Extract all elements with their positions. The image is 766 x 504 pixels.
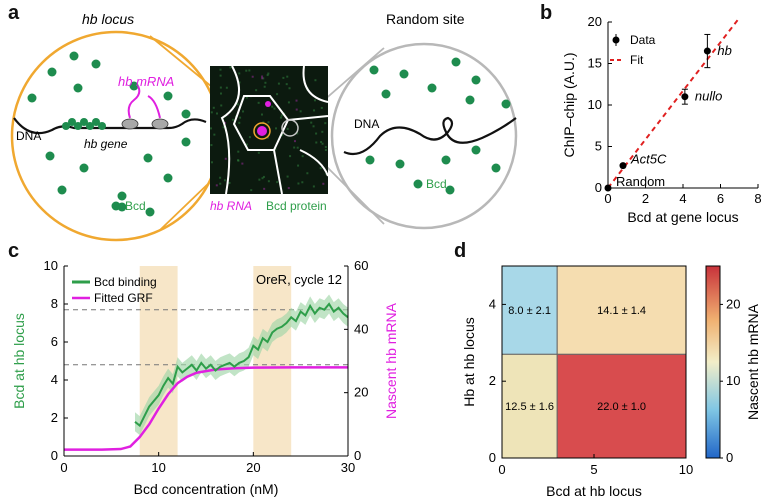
y-tick-label-b: 5 bbox=[595, 139, 602, 154]
data-point-random bbox=[604, 184, 612, 192]
x-axis-label-c: Bcd concentration (nM) bbox=[134, 481, 279, 497]
heatmap-cell bbox=[556, 265, 687, 355]
x-tick-label-d: 5 bbox=[590, 462, 597, 477]
heatmap-cell-label: 22.0 ± 1.0 bbox=[597, 401, 646, 413]
y-tick-label-right-c: 20 bbox=[354, 385, 368, 400]
bcd-legend-dot bbox=[111, 201, 121, 211]
heatmap-cell-label: 12.5 ± 1.6 bbox=[505, 401, 554, 413]
data-point-act5c bbox=[619, 162, 627, 170]
x-tick-label-b: 6 bbox=[717, 191, 724, 206]
data-point-nullo bbox=[681, 93, 689, 101]
panel-letter-d: d bbox=[454, 240, 467, 262]
point-label-random: Random bbox=[616, 174, 665, 189]
y-tick-label-right-c: 60 bbox=[354, 258, 368, 273]
y-tick-label-left-c: 4 bbox=[51, 372, 58, 387]
bcd-molecules-right bbox=[365, 57, 511, 195]
annotation-c: OreR, cycle 12 bbox=[256, 272, 342, 287]
colorbar-tick-label: 0 bbox=[726, 450, 733, 465]
y-axis-label-d: Hb at hb locus bbox=[461, 317, 477, 407]
y-tick-label-left-c: 8 bbox=[51, 296, 58, 311]
x-tick-label-b: 4 bbox=[679, 191, 686, 206]
hb-mrna-strand bbox=[127, 85, 161, 119]
heatmap-cell-label: 8.0 ± 2.1 bbox=[508, 305, 551, 317]
y-axis-label-b: ChIP–chip (A.U.) bbox=[561, 52, 577, 157]
y-tick-label-left-c: 2 bbox=[51, 410, 58, 425]
chart-b: 0 2 4 6 8 0 5 10 15 20 Bcd at gene locus ChIP–chip … bbox=[561, 14, 762, 225]
legend-fit-label: Fit bbox=[630, 53, 644, 67]
hb-rna-label: hb RNA bbox=[210, 199, 252, 213]
panel-letter-c: c bbox=[8, 240, 20, 262]
shaded-range-c bbox=[253, 266, 292, 456]
x-tick-label-c: 30 bbox=[341, 460, 355, 475]
x-tick-label-c: 10 bbox=[151, 460, 165, 475]
y-tick-label-d: 2 bbox=[489, 373, 496, 388]
bcd-protein-label: Bcd protein bbox=[266, 199, 327, 213]
panel-a-illustration: hb locus Random site hb RNA Bcd protein bbox=[10, 11, 518, 242]
y-tick-label-b: 0 bbox=[595, 180, 602, 195]
colorbar-tick-label: 10 bbox=[726, 373, 740, 388]
x-tick-label-c: 0 bbox=[60, 460, 67, 475]
y-tick-label-d: 0 bbox=[489, 450, 496, 465]
legend-data-marker bbox=[612, 36, 620, 44]
y-tick-label-left-c: 6 bbox=[51, 334, 58, 349]
legend-data-label: Data bbox=[630, 33, 656, 47]
x-tick-label-b: 0 bbox=[604, 191, 611, 206]
panel-letter-a: a bbox=[8, 2, 20, 24]
y-tick-label-b: 20 bbox=[588, 14, 602, 29]
y-axis-label-left-c: Bcd at hb locus bbox=[11, 313, 27, 409]
dna-strand-left bbox=[13, 117, 207, 135]
legend-bcd-binding-label: Bcd binding bbox=[94, 275, 157, 289]
bcd-binding-line bbox=[134, 302, 349, 428]
dna-label-left: DNA bbox=[16, 129, 41, 143]
y-tick-label-d: 4 bbox=[489, 296, 496, 311]
bcd-label-left: Bcd bbox=[125, 199, 146, 213]
polymerase bbox=[121, 118, 139, 130]
colorbar bbox=[705, 265, 721, 459]
bcd-label-right: Bcd bbox=[426, 177, 447, 191]
microscopy-image bbox=[210, 65, 329, 195]
x-tick-label-d: 0 bbox=[498, 462, 505, 477]
x-axis-label-d: Bcd at hb locus bbox=[546, 483, 642, 499]
y-tick-label-right-c: 40 bbox=[354, 321, 368, 336]
y-tick-label-b: 10 bbox=[588, 97, 602, 112]
bcd-bound-cluster bbox=[62, 118, 106, 130]
legend-fitted-grf-label: Fitted GRF bbox=[94, 291, 153, 305]
y-tick-label-left-c: 10 bbox=[44, 258, 58, 273]
hb-mrna-label: hb mRNA bbox=[118, 74, 174, 89]
dna-label-right: DNA bbox=[354, 117, 379, 131]
random-site-title: Random site bbox=[386, 11, 465, 27]
y-tick-label-b: 15 bbox=[588, 56, 602, 71]
point-label-hb: hb bbox=[717, 43, 731, 58]
y-tick-label-right-c: 0 bbox=[354, 448, 361, 463]
panel-letter-b: b bbox=[540, 2, 553, 24]
hb-gene-label: hb gene bbox=[84, 137, 128, 151]
colorbar-label: Nascent hb mRNA bbox=[745, 303, 761, 420]
data-point-hb bbox=[703, 47, 711, 55]
point-label-act5c: Act5C bbox=[630, 152, 667, 167]
dna-strand-right bbox=[343, 116, 517, 156]
x-tick-label-c: 20 bbox=[246, 460, 260, 475]
x-axis-label-b: Bcd at gene locus bbox=[627, 209, 738, 225]
y-tick-label-left-c: 0 bbox=[51, 448, 58, 463]
fitted-grf-line bbox=[64, 366, 348, 451]
x-tick-label-b: 2 bbox=[642, 191, 649, 206]
x-tick-label-b: 8 bbox=[754, 191, 761, 206]
colorbar-tick-label: 20 bbox=[726, 296, 740, 311]
shaded-range-c bbox=[139, 266, 178, 456]
hb-locus-title: hb locus bbox=[82, 11, 134, 27]
x-tick-label-d: 10 bbox=[679, 462, 693, 477]
bcd-binding-band bbox=[135, 294, 348, 436]
heatmap-cell-label: 14.1 ± 1.4 bbox=[597, 305, 646, 317]
chart-d: 8.0 ± 2.1 14.1 ± 1.4 12.5 ± 1.6 22.0 ± 1.0 0… bbox=[461, 265, 761, 499]
y-axis-label-right-c: Nascent hb mRNA bbox=[383, 302, 399, 419]
point-label-nullo: nullo bbox=[695, 89, 722, 104]
